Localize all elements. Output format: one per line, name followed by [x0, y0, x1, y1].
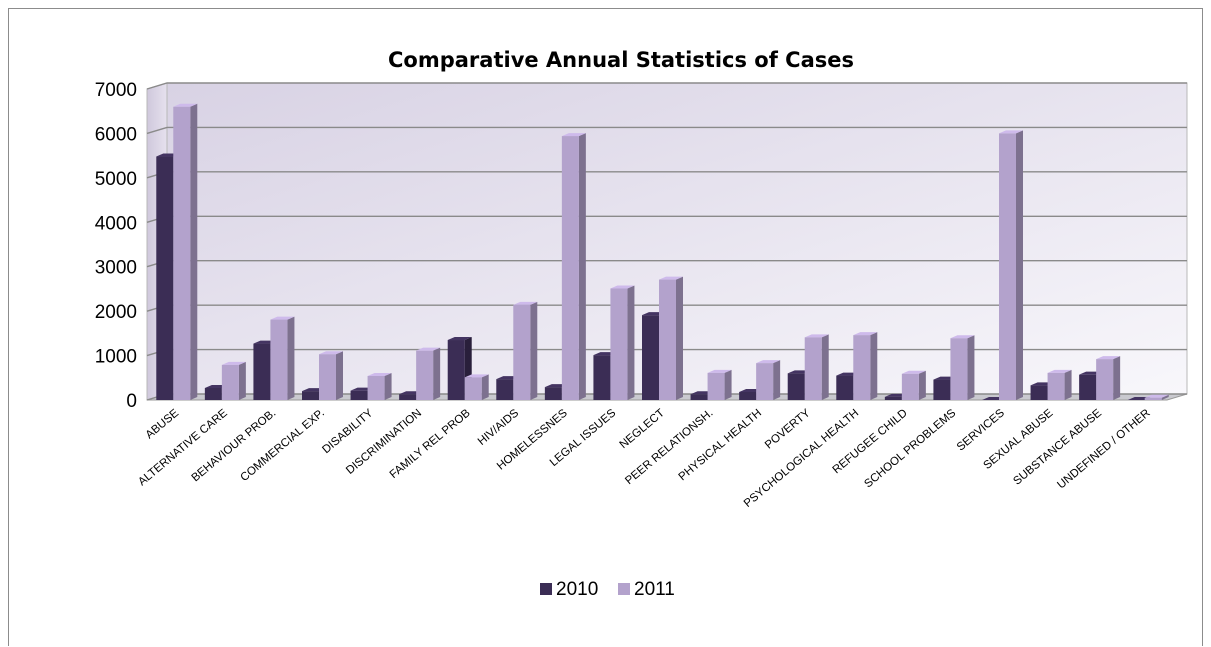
bar-2011-hiv-aids [513, 301, 538, 400]
chart-title: Comparative Annual Statistics of Cases [388, 48, 854, 72]
x-tick-label: COMMERCIAL EXP. [238, 407, 326, 484]
y-tick-label: 2000 [95, 302, 137, 323]
y-tick-label: 7000 [95, 80, 137, 101]
legend: 2010 2011 [540, 579, 675, 600]
x-tick-label: PHYSICAL HEALTH [677, 407, 765, 483]
legend-label: 2010 [556, 579, 598, 600]
x-tick-label: POVERTY [763, 407, 813, 452]
bar-2011-poverty [804, 334, 829, 400]
bar-2011-physical-health [756, 360, 781, 400]
x-tick-label: ABUSE [144, 407, 182, 441]
bar-2011-family-rel-prob [464, 374, 489, 400]
gridline [146, 82, 1187, 90]
bar-2011-abuse [173, 103, 198, 401]
legend-swatch [618, 583, 630, 595]
x-tick-label: FAMILY REL PROB [388, 407, 473, 481]
plot-area: 0 1000 2000 3000 4000 5000 6000 7000 ABUSEALTERN… [95, 80, 1188, 510]
x-tick-label: NEGLECT [618, 407, 667, 451]
bar-2011-refugee-child [901, 370, 926, 400]
bar-2011-commercial-exp- [319, 351, 343, 400]
x-tick-label: BEHAVIOUR PROB. [190, 407, 279, 484]
y-tick-label: 6000 [95, 124, 137, 145]
y-tick-label: 1000 [95, 347, 137, 368]
y-tick-label: 0 [126, 391, 137, 412]
bar-2011-peer-relationsh- [707, 369, 732, 400]
bar-2011-neglect [659, 276, 683, 400]
bar-2011-homelessnes [561, 133, 586, 400]
x-tick-label: PEER RELATIONSH. [623, 407, 715, 487]
bar-2011-alternative-care [221, 361, 246, 400]
legend-swatch [540, 583, 552, 595]
bar-2011-behaviour-prob- [270, 316, 295, 400]
bar-2011-psychological-health [853, 332, 878, 400]
bar-2011-sexual-abuse [1047, 369, 1072, 400]
bar-2011-services [999, 130, 1023, 400]
x-tick-label: UNDEFINED / OTHER [1055, 407, 1152, 491]
x-tick-label: SUBSTANCE ABUSE [1011, 407, 1104, 488]
bar-chart: Comparative Annual Statistics of Cases 0… [95, 48, 1188, 600]
bar-2011-school-problems [950, 335, 975, 400]
bar-2011-undefined-other [1144, 394, 1169, 400]
y-tick-label: 5000 [95, 169, 137, 190]
y-tick-label: 3000 [95, 258, 137, 279]
x-tick-label: ALTERNATIVE CARE [136, 407, 230, 488]
x-tick-label: SCHOOL PROBLEMS [862, 407, 958, 490]
chart-frame: Comparative Annual Statistics of Cases 0… [8, 8, 1203, 646]
bar-2011-disability [367, 373, 392, 400]
bar-2011-discrimination [416, 347, 441, 400]
bar-2011-substance-abuse [1096, 356, 1121, 400]
legend-label: 2011 [634, 579, 675, 600]
bar-2011-legal-issues [610, 285, 635, 400]
x-tick-label: HIV/AIDS [476, 407, 522, 448]
gridline [146, 126, 1187, 135]
y-tick-label: 4000 [95, 213, 137, 234]
